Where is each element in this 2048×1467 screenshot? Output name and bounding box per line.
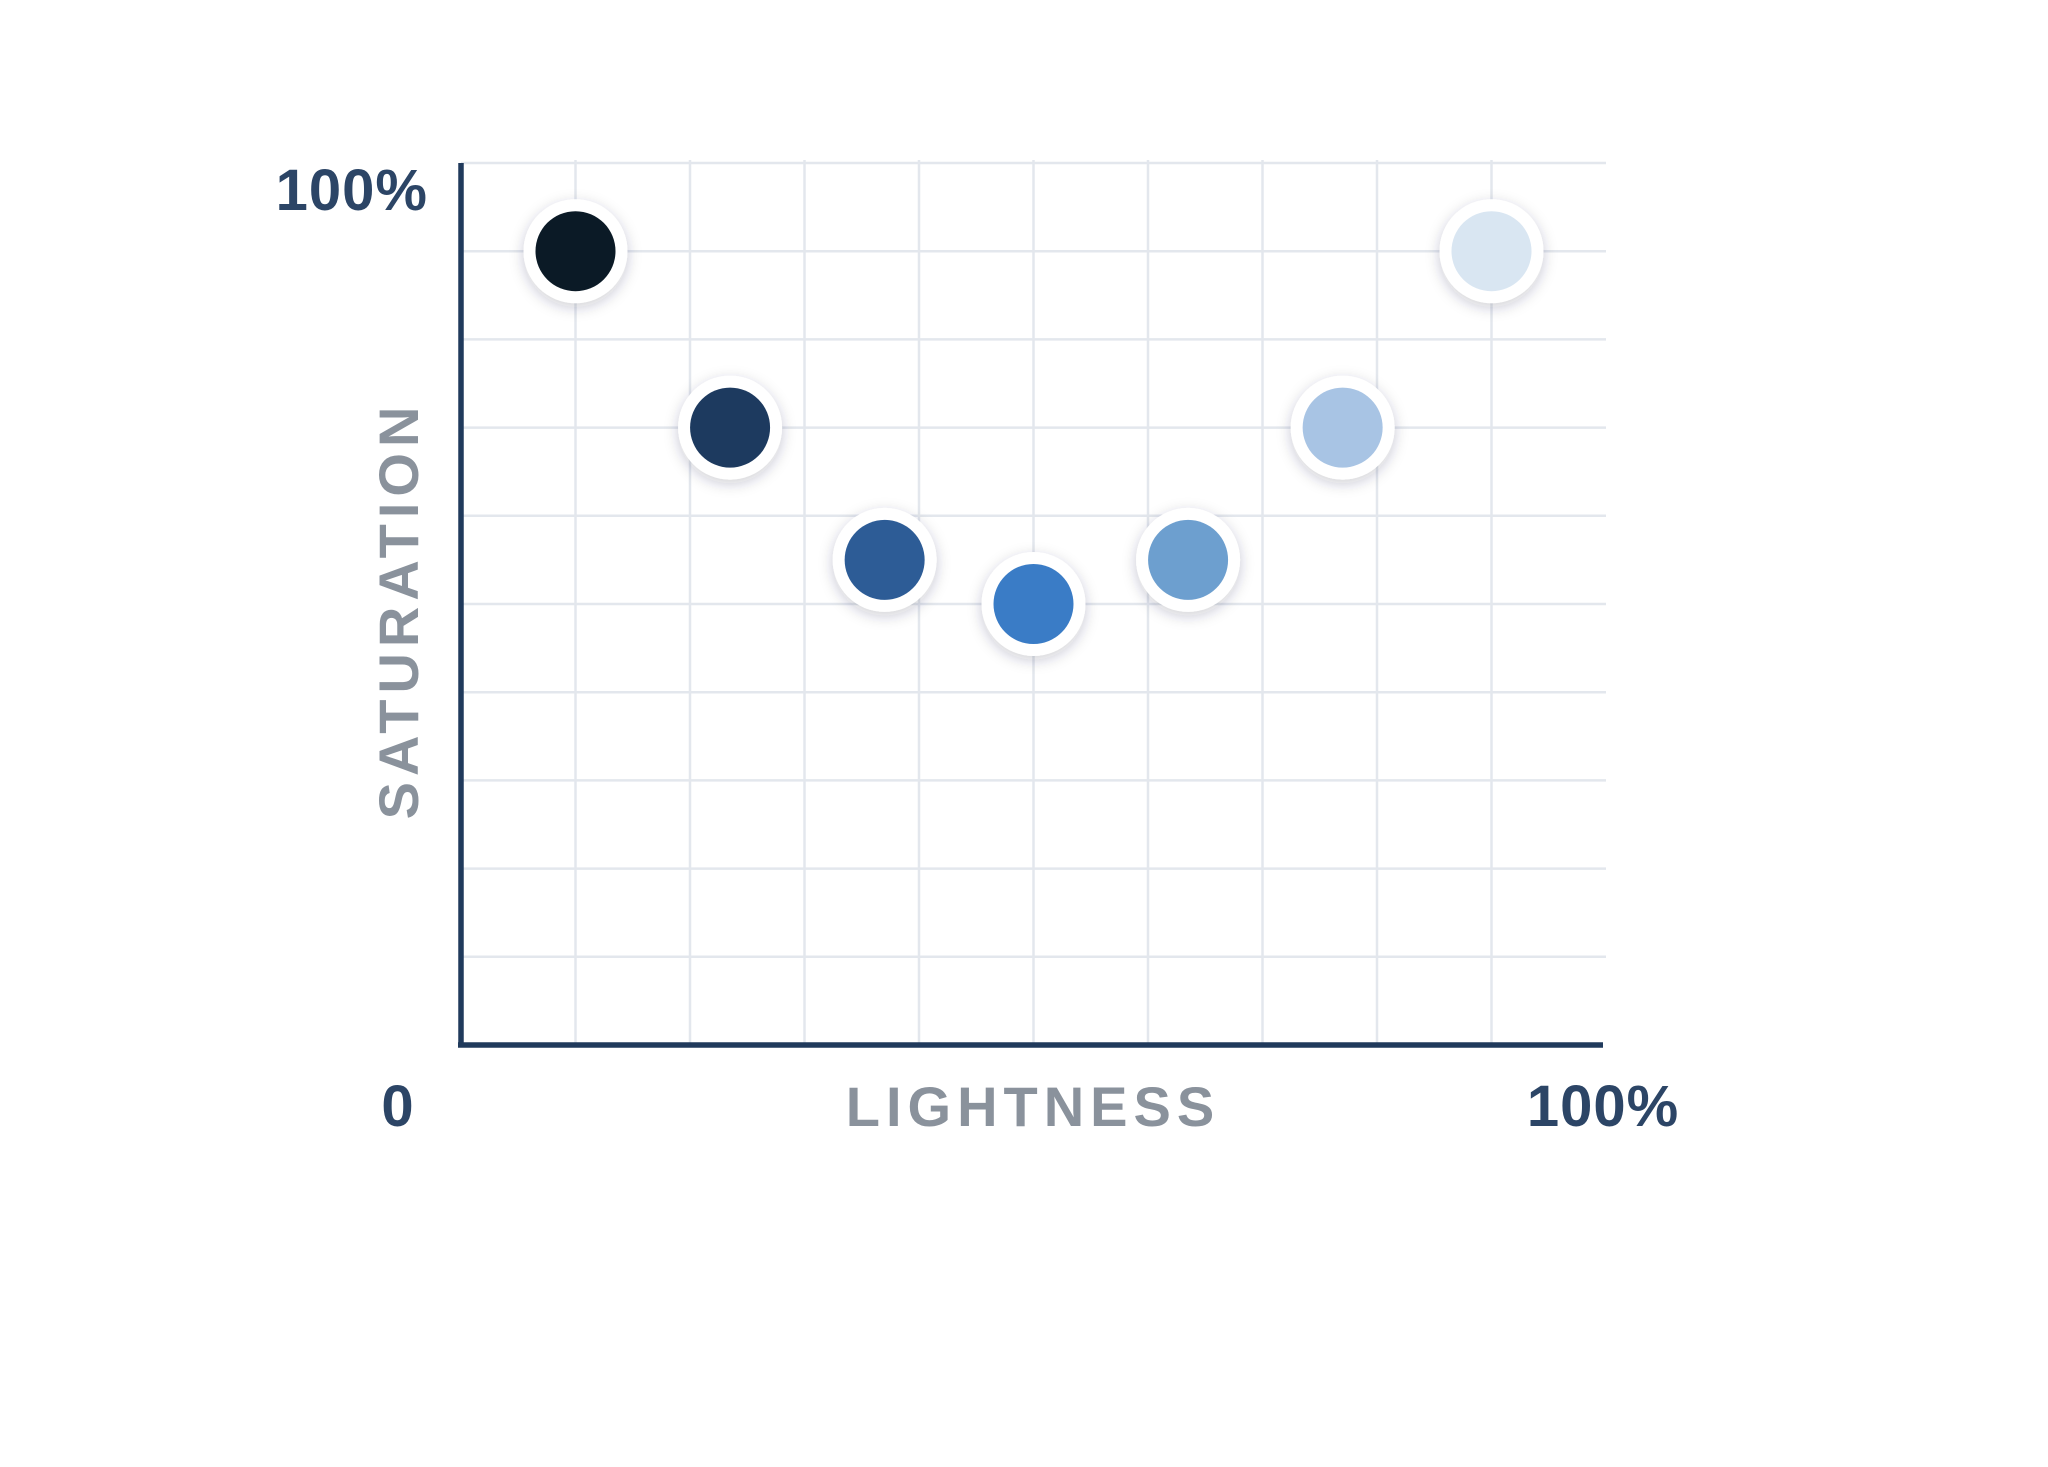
data-point <box>523 199 628 304</box>
data-point <box>1136 507 1241 612</box>
data-point-dot <box>1148 519 1229 600</box>
axis-labels: 100% 0 100% LIGHTNESS SATURATION <box>276 158 1679 1139</box>
data-point-dot <box>690 387 771 468</box>
y-axis-title: SATURATION <box>367 401 430 820</box>
data-point-dot <box>535 211 616 292</box>
data-point <box>832 507 937 612</box>
data-point-dot <box>1451 211 1532 292</box>
x-axis-title: LIGHTNESS <box>846 1075 1220 1138</box>
data-point-dot <box>993 564 1074 644</box>
data-point-dot <box>1302 387 1383 468</box>
data-point <box>678 375 783 480</box>
data-point <box>981 552 1086 656</box>
axes <box>458 163 1603 1048</box>
y-tick-max-label: 100% <box>276 158 428 223</box>
x-tick-max-label: 100% <box>1527 1074 1679 1139</box>
data-point <box>1439 199 1544 304</box>
data-points <box>523 199 1544 656</box>
data-point <box>1290 375 1395 480</box>
x-tick-min-label: 0 <box>381 1074 414 1139</box>
data-point-dot <box>844 519 925 600</box>
